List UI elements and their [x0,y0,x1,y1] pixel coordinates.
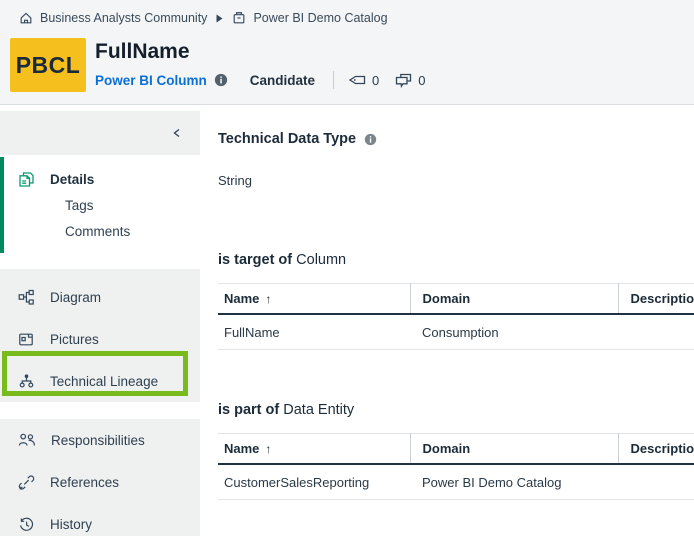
technical-lineage-icon [18,373,35,390]
sidebar-item-responsibilities[interactable]: Responsibilities [0,419,200,461]
sidebar-group-details: Details Tags Comments [0,157,200,253]
sidebar-item-label: Details [50,171,95,187]
sidebar-item-technical-lineage[interactable]: Technical Lineage [0,360,200,402]
status-badge[interactable]: Candidate [249,72,316,88]
sidebar-item-label: References [50,474,120,490]
sort-ascending-icon: ↑ [265,442,272,456]
relation-table-is-target-of: Name↑ Domain Description FullName Consum… [218,283,694,350]
pictures-icon [18,331,35,348]
sidebar-item-tags[interactable]: Tags [4,192,200,218]
column-header-domain[interactable]: Domain [409,283,618,314]
chevron-left-icon [170,125,184,141]
breadcrumb: Business Analysts Community Power BI Dem… [19,11,388,25]
sidebar-item-history[interactable]: History [0,503,200,536]
sidebar-item-label: Diagram [50,289,102,305]
relation-title-bold: is target of [218,252,293,268]
table-row: CustomerSalesReporting Power BI Demo Cat… [218,464,694,500]
cell-description [618,314,694,350]
relation-title: is part of Data Entity [218,402,694,418]
tag-icon [348,73,366,87]
breadcrumb-separator-icon [216,14,223,23]
sidebar-item-label: Responsibilities [51,432,145,448]
sidebar-item-label: Pictures [50,331,99,347]
relation-title: is target of Column [218,252,694,268]
main-content: Technical Data Type String is target of … [200,106,694,500]
responsibilities-icon [18,432,36,448]
cell-name[interactable]: CustomerSalesReporting [218,464,410,500]
attribute-label: Technical Data Type [218,131,357,147]
sort-ascending-icon: ↑ [265,292,272,306]
relation-title-type: Column [296,252,347,268]
cell-domain[interactable]: Consumption [410,314,618,350]
sidebar-item-label: History [50,516,93,532]
relation-title-bold: is part of [218,402,280,418]
header-band: Business Analysts Community Power BI Dem… [0,0,694,105]
attribute-heading: Technical Data Type [218,131,694,147]
sidebar-item-label: Comments [65,223,131,239]
attribute-info-icon[interactable] [364,133,377,146]
sidebar-collapse-button[interactable] [0,111,200,155]
diagram-icon [18,289,35,306]
relation-table-is-part-of: Name↑ Domain Description CustomerSalesRe… [218,433,694,500]
page-title: FullName [95,40,190,63]
table-row: FullName Consumption [218,314,694,350]
asset-type-badge: PBCL [10,38,86,92]
sidebar-group-visuals: Diagram Pictures Technical [0,269,200,402]
breadcrumb-catalog[interactable]: Power BI Demo Catalog [253,11,388,25]
tag-count: 0 [372,72,380,88]
column-header-description[interactable]: Description [617,283,694,314]
cell-domain[interactable]: Power BI Demo Catalog [410,464,618,500]
column-header-domain[interactable]: Domain [409,433,618,464]
breadcrumb-community[interactable]: Business Analysts Community [40,11,208,25]
table-header-row: Name↑ Domain Description [218,283,694,314]
comments-icon [395,72,412,88]
sidebar-item-pictures[interactable]: Pictures [0,318,200,360]
sidebar-item-diagram[interactable]: Diagram [0,276,200,318]
sidebar-item-label: Tags [65,197,94,213]
column-header-name[interactable]: Name ↑ [224,441,272,456]
column-header-description[interactable]: Description [617,433,694,464]
attribute-value: String [218,173,252,188]
sidebar-item-references[interactable]: References [0,461,200,503]
details-icon [18,171,35,188]
references-icon [18,474,35,491]
comments-counter[interactable]: 0 [395,72,426,88]
header-divider [333,71,335,89]
relation-title-type: Data Entity [283,402,355,418]
sidebar: Details Tags Comments Diagram [0,106,200,536]
table-header-row: Name↑ Domain Description [218,433,694,464]
tags-counter[interactable]: 0 [348,73,379,88]
sidebar-group-meta: Responsibilities References [0,419,200,536]
community-icon [19,11,33,25]
asset-type-info-icon[interactable] [214,73,228,87]
cell-description [618,464,694,500]
sidebar-item-comments[interactable]: Comments [4,218,200,244]
catalog-icon [232,11,246,25]
comment-count: 0 [418,72,426,88]
cell-name[interactable]: FullName [218,314,410,350]
sidebar-item-label: Technical Lineage [50,373,159,389]
history-icon [18,516,35,533]
asset-type-link[interactable]: Power BI Column [95,72,207,88]
column-header-name[interactable]: Name ↑ [224,291,272,306]
asset-subrow: Power BI Column Candidate 0 [95,70,442,90]
sidebar-item-details[interactable]: Details [4,166,200,192]
